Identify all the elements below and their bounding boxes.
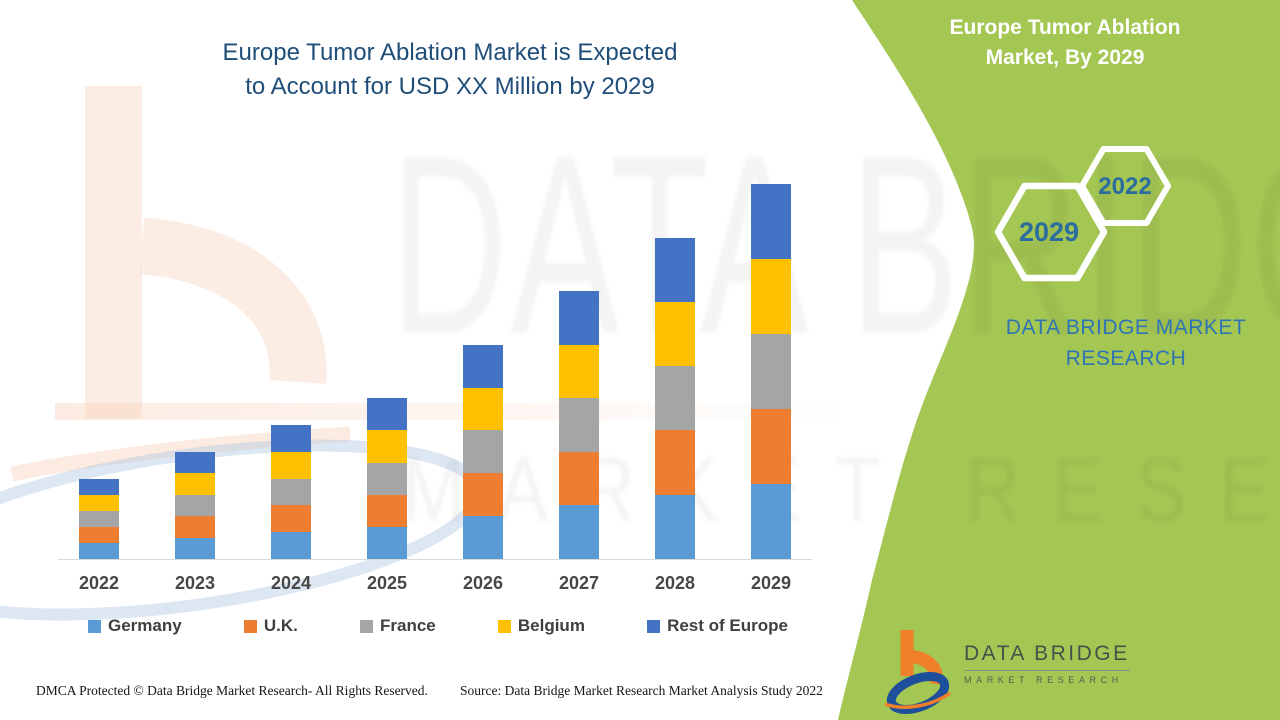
bar-segment-2028-u-k-: [655, 430, 695, 495]
x-axis-label-2027: 2027: [558, 573, 600, 593]
bar-segment-2027-rest-of-europe: [559, 291, 599, 345]
bar-segment-2022-germany: [79, 542, 119, 559]
databridge-b-watermark-icon: [10, 86, 351, 482]
bar-segment-2027-germany: [559, 505, 599, 559]
bar-segment-2026-germany: [463, 516, 503, 559]
legend-item-rest-of-europe: Rest of Europe: [647, 616, 788, 636]
chart-legend: Germany U.K. France Belgium Rest of Europe: [88, 616, 788, 636]
x-axis-label-2028: 2028: [654, 573, 696, 593]
x-axis-label-2024: 2024: [270, 573, 312, 593]
legend-label: Rest of Europe: [667, 616, 788, 635]
bar-segment-2027-u-k-: [559, 451, 599, 506]
bar-segment-2026-france: [463, 430, 503, 474]
bar-segment-2022-belgium: [79, 494, 119, 511]
x-axis-label-2026: 2026: [462, 573, 504, 593]
bar-segment-2026-rest-of-europe: [463, 344, 503, 388]
databridge-logo-icon: [884, 630, 952, 714]
bar-segment-2029-germany: [751, 484, 791, 559]
chart-title: Europe Tumor Ablation Market is Expected…: [222, 39, 678, 100]
legend-swatch: [647, 619, 661, 633]
x-axis-line: [58, 559, 812, 560]
bar-segment-2023-france: [175, 494, 215, 517]
legend-label: U.K.: [263, 616, 298, 635]
bar-segment-2022-france: [79, 510, 119, 527]
legend-item-u-k-: U.K.: [243, 616, 298, 636]
x-axis-label-2029: 2029: [750, 573, 792, 593]
bar-segment-2024-belgium: [271, 451, 311, 479]
bar-segment-2028-germany: [655, 494, 695, 559]
bar-segment-2027-france: [559, 398, 599, 452]
bar-segment-2029-belgium: [751, 259, 791, 334]
bar-segment-2028-rest-of-europe: [655, 237, 695, 302]
legend-label: Germany: [108, 616, 182, 635]
bar-segment-2026-u-k-: [463, 473, 503, 517]
bar-segment-2029-france: [751, 334, 791, 409]
bar-segment-2022-rest-of-europe: [79, 478, 119, 495]
hexagon-2029-icon: [994, 182, 1108, 282]
bar-segment-2022-u-k-: [79, 526, 119, 543]
dmca-notice: DMCA Protected © Data Bridge Market Rese…: [36, 683, 428, 698]
source-note: Source: Data Bridge Market Research Mark…: [460, 683, 823, 698]
side-panel-brand: DATA BRIDGE MARKET RESEARCH: [1005, 316, 1247, 370]
bar-segment-2024-rest-of-europe: [271, 425, 311, 452]
bar-segment-2025-germany: [367, 526, 407, 559]
bar-segment-2023-germany: [175, 537, 215, 559]
bar-segment-2025-belgium: [367, 430, 407, 463]
x-axis-label-2023: 2023: [174, 573, 216, 593]
legend-swatch: [359, 619, 373, 633]
legend-swatch: [243, 619, 257, 633]
bar-segment-2023-belgium: [175, 473, 215, 495]
hexagon-2022-label: 2022: [1098, 173, 1151, 200]
bar-segment-2026-belgium: [463, 387, 503, 431]
bar-segment-2029-rest-of-europe: [751, 184, 791, 259]
legend-item-germany: Germany: [88, 616, 182, 636]
legend-item-belgium: Belgium: [497, 616, 585, 636]
bar-segment-2025-france: [367, 462, 407, 495]
logo-subtitle: MARKET RESEARCH: [964, 675, 1123, 685]
hexagon-2029-label: 2029: [1019, 217, 1079, 247]
bar-segment-2023-rest-of-europe: [175, 451, 215, 474]
bar-segment-2024-germany: [271, 532, 311, 559]
bar-segment-2029-u-k-: [751, 409, 791, 484]
bar-segment-2024-u-k-: [271, 505, 311, 533]
bar-segment-2025-rest-of-europe: [367, 398, 407, 431]
x-axis-label-2025: 2025: [366, 573, 408, 593]
bar-segment-2027-belgium: [559, 344, 599, 399]
legend-swatch: [88, 619, 101, 633]
legend-swatch: [497, 619, 511, 633]
legend-label: France: [379, 616, 436, 635]
bar-segment-2024-france: [271, 478, 311, 506]
x-axis-label-2022: 2022: [78, 573, 120, 593]
bar-segment-2028-belgium: [655, 301, 695, 367]
logo-name: DATA BRIDGE: [964, 642, 1130, 671]
databridge-logo: DATA BRIDGE MARKET RESEARCH: [882, 626, 1130, 718]
side-panel-title: Europe Tumor Ablation Market, By 2029: [949, 16, 1181, 69]
legend-label: Belgium: [517, 616, 585, 635]
hexagon-2022-icon: [1079, 146, 1171, 226]
bar-segment-2023-u-k-: [175, 516, 215, 538]
bar-segment-2025-u-k-: [367, 494, 407, 527]
bar-segment-2028-france: [655, 366, 695, 431]
legend-item-france: France: [359, 616, 436, 636]
